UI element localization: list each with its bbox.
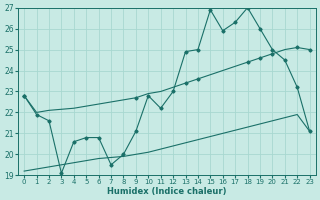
X-axis label: Humidex (Indice chaleur): Humidex (Indice chaleur) <box>107 187 227 196</box>
